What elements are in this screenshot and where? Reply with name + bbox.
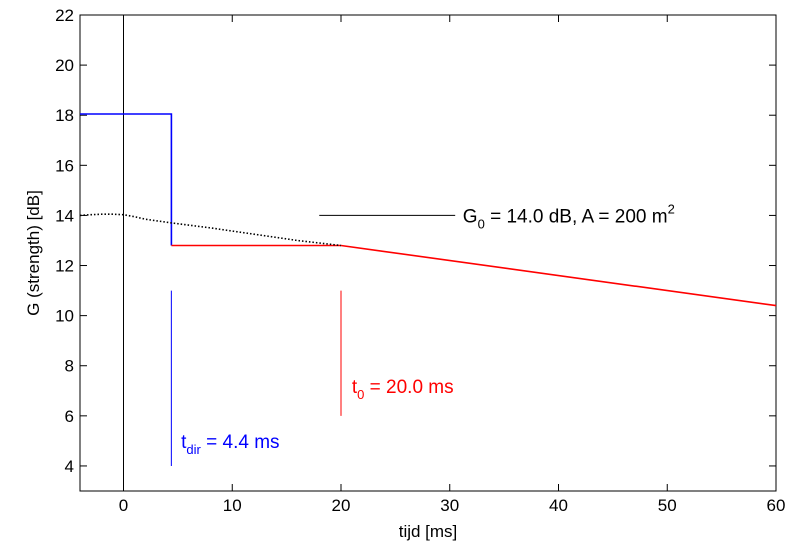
- x-tick-label-3: 30: [440, 496, 459, 515]
- annotation-layer: G0 = 14.0 dB, A = 200 m2 t0 = 20.0 ms td…: [181, 201, 675, 456]
- y-tick-label-0: 4: [65, 457, 74, 476]
- x-tick-label-2: 20: [332, 496, 351, 515]
- x-tick-label-6: 60: [767, 496, 786, 515]
- y-tick-label-6: 16: [55, 156, 74, 175]
- y-tick-label-7: 18: [55, 106, 74, 125]
- g0-annotation: G0 = 14.0 dB, A = 200 m2: [463, 201, 675, 231]
- y-tick-label-2: 8: [65, 357, 74, 376]
- series-line-2: [79, 213, 342, 247]
- x-axis-label: tijd [ms]: [399, 522, 458, 541]
- series-line-0: [80, 113, 173, 246]
- y-tick-label-4: 12: [55, 257, 74, 276]
- x-tick-label-4: 40: [549, 496, 568, 515]
- y-axis-label: G (strength) [dB]: [24, 190, 43, 316]
- y-tick-label-9: 22: [55, 6, 74, 25]
- y-tick-label-5: 14: [55, 206, 74, 225]
- x-tick-label-5: 50: [658, 496, 677, 515]
- plot-frame: [79, 14, 777, 492]
- tdir-annotation: tdir = 4.4 ms: [181, 432, 279, 457]
- y-tick-label-8: 20: [55, 56, 74, 75]
- x-tick-label-1: 10: [223, 496, 242, 515]
- y-tick-label-3: 10: [55, 307, 74, 326]
- plot-layer: 0 10 20 30 40 50 60 4 6 8 10 12 14 16 18 20 22: [55, 6, 785, 515]
- y-tick-label-1: 6: [65, 407, 74, 426]
- x-tick-label-0: 0: [119, 496, 128, 515]
- t0-annotation: t0 = 20.0 ms: [352, 377, 454, 402]
- series-line-1: [171, 244, 777, 307]
